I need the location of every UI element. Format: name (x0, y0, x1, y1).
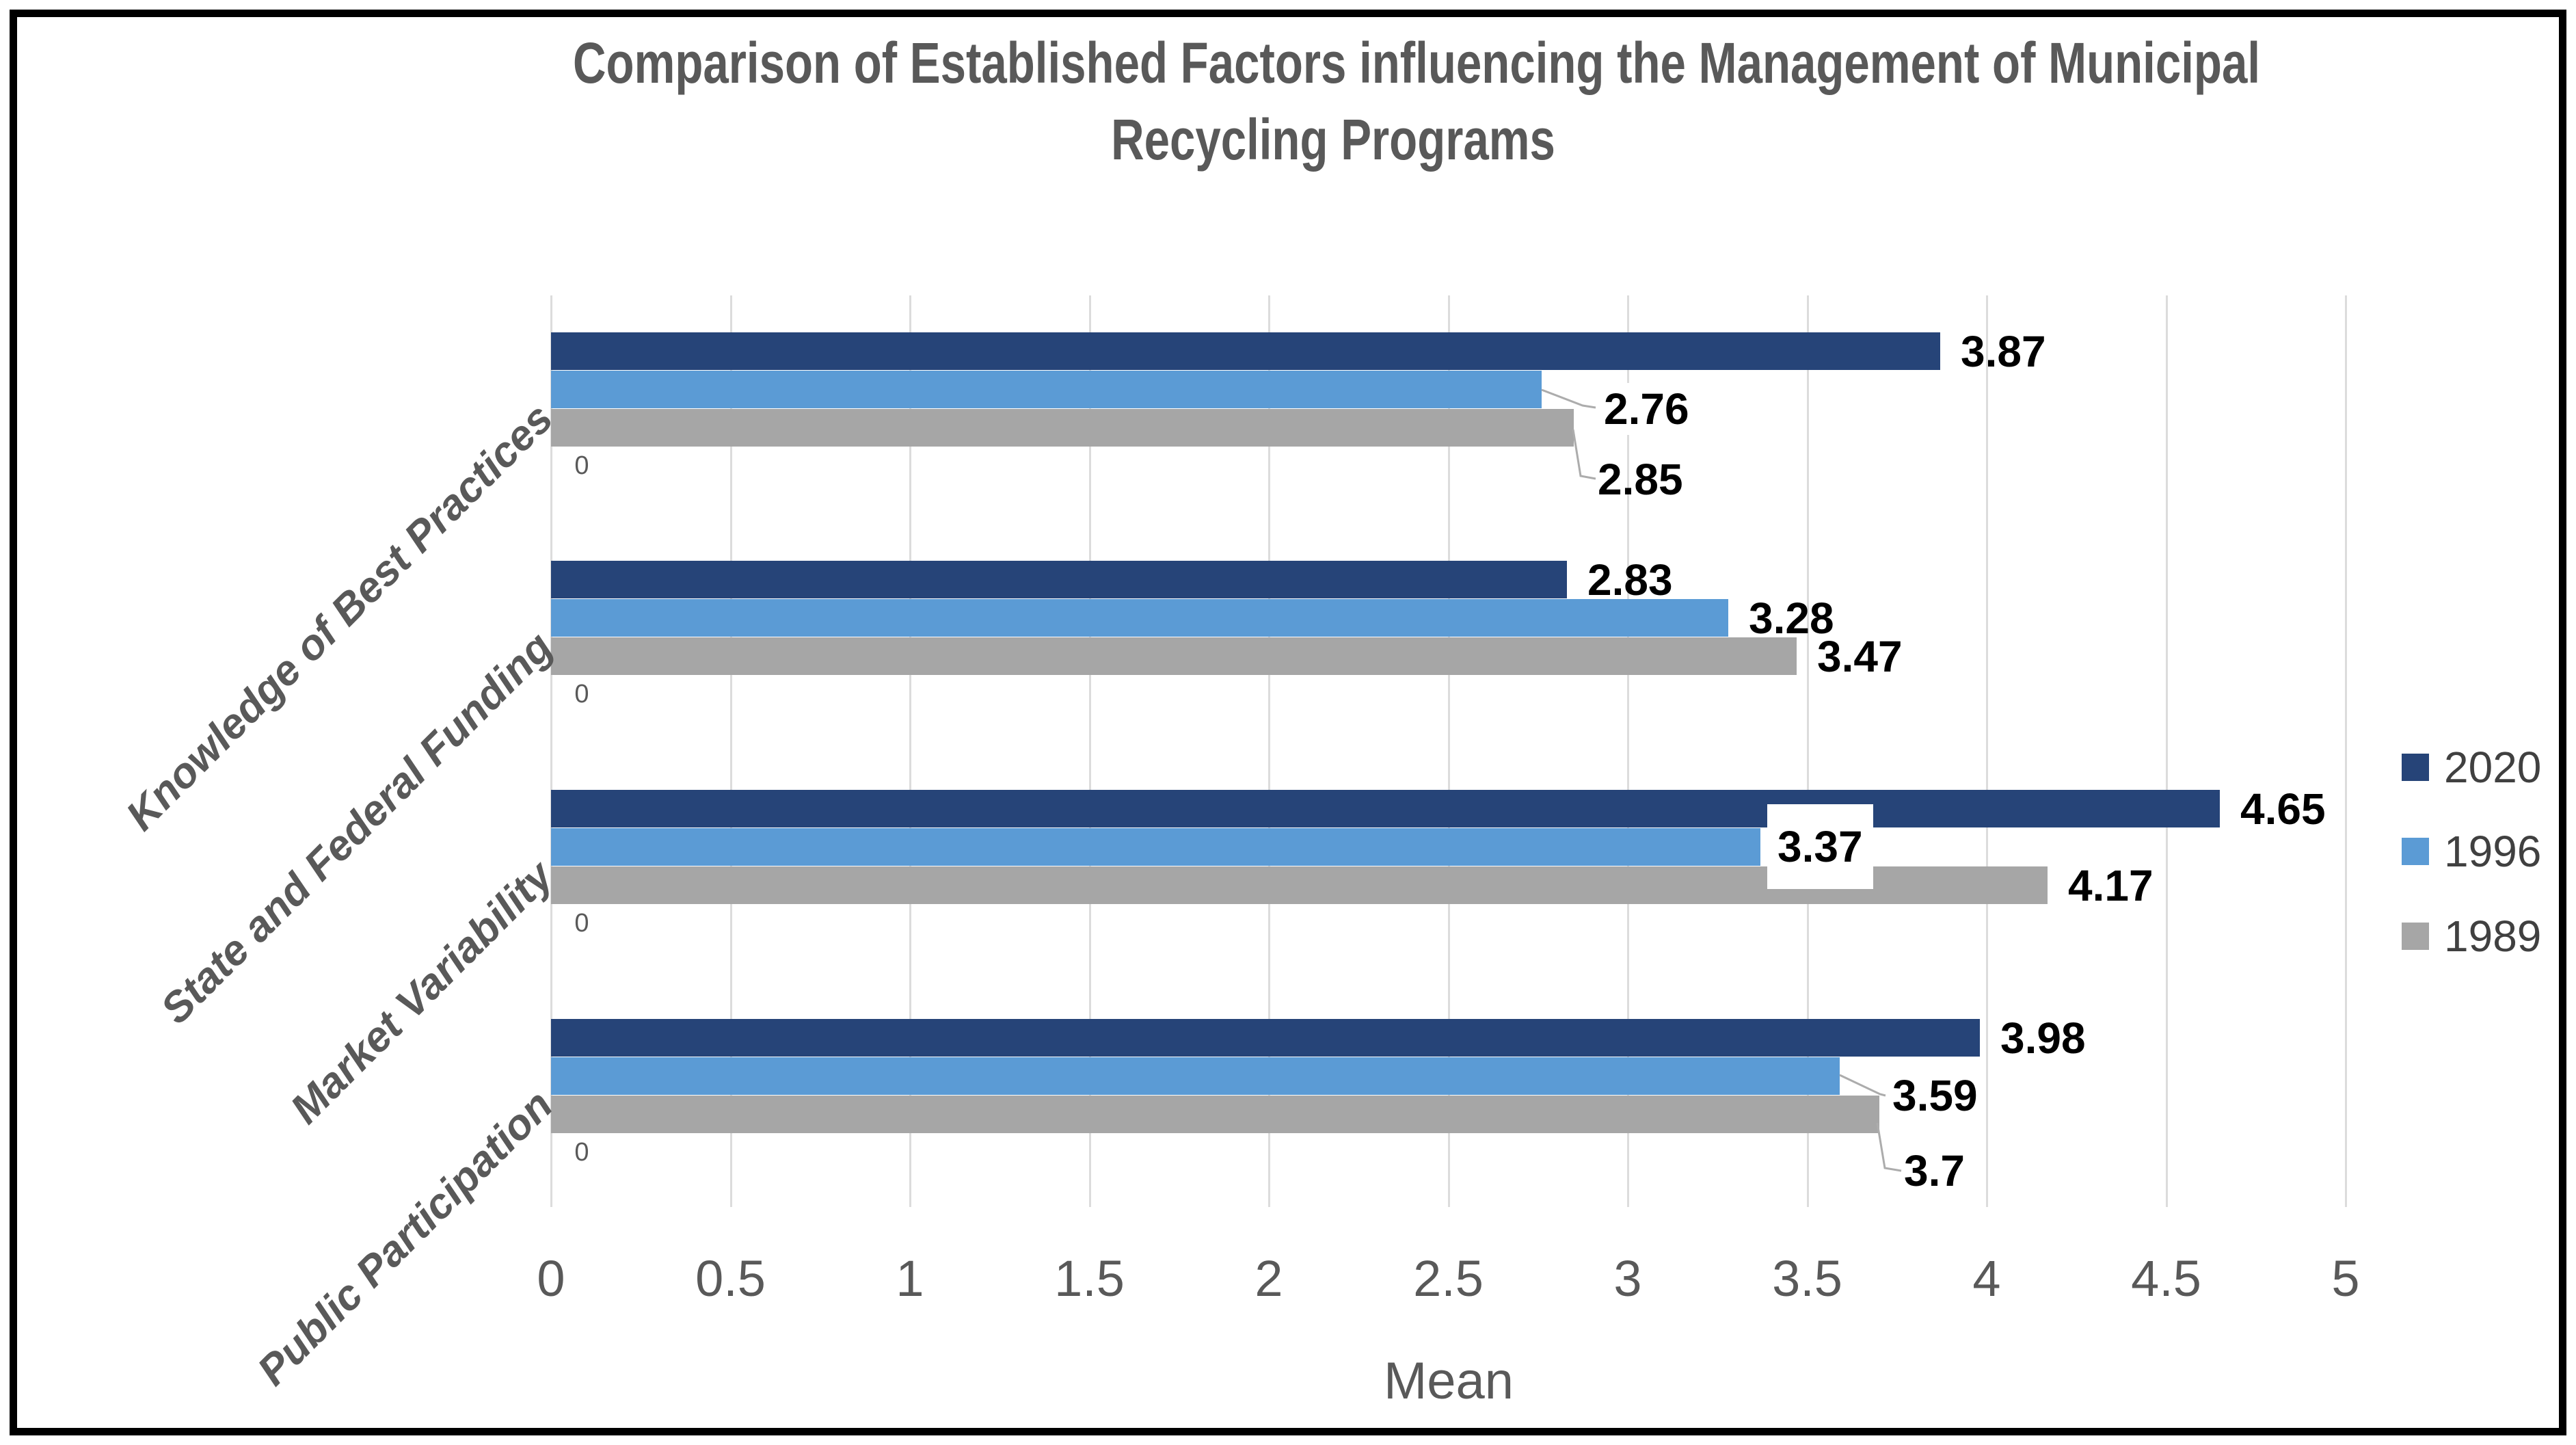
data-label-1989-1: 2.85 (1598, 455, 1683, 504)
x-tick-label: 4.5 (2131, 1250, 2201, 1307)
leader-line (1541, 388, 1596, 409)
category-zero-label: 0 (574, 451, 589, 480)
gridline (909, 295, 911, 1207)
category-label-2: State and Federal Funding (152, 623, 563, 1033)
data-label-1996-1: 2.76 (1598, 383, 1695, 435)
gridline (1986, 295, 1988, 1207)
chart-title-line1: Comparison of Established Factors influe… (573, 31, 2260, 95)
data-label-2020-3: 4.65 (2240, 784, 2326, 834)
bar-1996-3 (551, 828, 1760, 866)
leader-line (1876, 1122, 1902, 1172)
x-tick-label: 0 (537, 1250, 565, 1307)
data-label-2020-4: 3.98 (2000, 1013, 2086, 1063)
gridline (729, 295, 732, 1207)
legend-item-1989: 1989 (2402, 914, 2541, 958)
gridline (1627, 295, 1629, 1207)
gridline (1447, 295, 1450, 1207)
legend-item-2020: 2020 (2402, 745, 2541, 789)
gridline (2345, 295, 2347, 1207)
data-label-1989-3: 4.17 (2068, 860, 2154, 910)
leader-line (1572, 429, 1596, 480)
bar-2020-3 (551, 790, 2220, 827)
x-tick-label: 0.5 (695, 1250, 766, 1307)
bar-1989-4 (551, 1096, 1879, 1133)
chart-title-line2: Recycling Programs (1111, 107, 1555, 172)
data-label-1989-4: 3.7 (1904, 1146, 1965, 1195)
bar-1989-1 (551, 409, 1574, 447)
gridline (1088, 295, 1091, 1207)
gridline (550, 295, 552, 1207)
legend-label-1996: 1996 (2444, 827, 2542, 876)
bar-2020-2 (551, 561, 1567, 598)
data-label-2020-1: 3.87 (1961, 326, 2046, 376)
category-label-4: Public Participation (248, 1081, 563, 1395)
legend-swatch-1989 (2402, 923, 2429, 950)
bar-1996-4 (551, 1057, 1840, 1095)
gridline (1268, 295, 1270, 1207)
x-axis-title: Mean (1383, 1352, 1514, 1410)
category-zero-label: 0 (574, 680, 589, 708)
legend-swatch-2020 (2402, 754, 2429, 781)
x-tick-label: 1 (896, 1250, 924, 1307)
legend-swatch-1996 (2402, 838, 2429, 865)
category-zero-label: 0 (574, 1138, 589, 1167)
gridline (1806, 295, 1809, 1207)
x-tick-label: 2 (1255, 1250, 1283, 1307)
x-tick-label: 5 (2331, 1250, 2360, 1307)
data-label-2020-2: 2.83 (1587, 555, 1673, 605)
category-label-1: Knowledge of Best Practices (117, 395, 563, 840)
bar-1996-2 (551, 599, 1728, 637)
data-label-1996-3: 3.37 (1767, 804, 1873, 889)
bar-2020-1 (551, 332, 1940, 370)
legend-item-1996: 1996 (2402, 830, 2541, 873)
x-tick-label: 2.5 (1413, 1250, 1484, 1307)
x-tick-label: 3 (1613, 1250, 1642, 1307)
x-tick-label: 4 (1972, 1250, 2001, 1307)
bar-1996-1 (551, 371, 1542, 408)
data-label-1996-2: 3.28 (1749, 593, 1834, 643)
bar-2020-4 (551, 1019, 1980, 1057)
bar-1989-2 (551, 637, 1797, 675)
gridline (2165, 295, 2168, 1207)
chart-title: Comparison of Established Factors influe… (573, 25, 2260, 178)
data-label-1989-2: 3.47 (1817, 631, 1903, 681)
legend-label-2020: 2020 (2444, 743, 2542, 792)
legend-label-1989: 1989 (2444, 912, 2542, 961)
x-tick-label: 3.5 (1772, 1250, 1842, 1307)
leader-line (1839, 1074, 1886, 1097)
category-zero-label: 0 (574, 909, 589, 938)
data-label-1996-4: 3.59 (1887, 1070, 1983, 1122)
x-tick-label: 1.5 (1054, 1250, 1125, 1307)
